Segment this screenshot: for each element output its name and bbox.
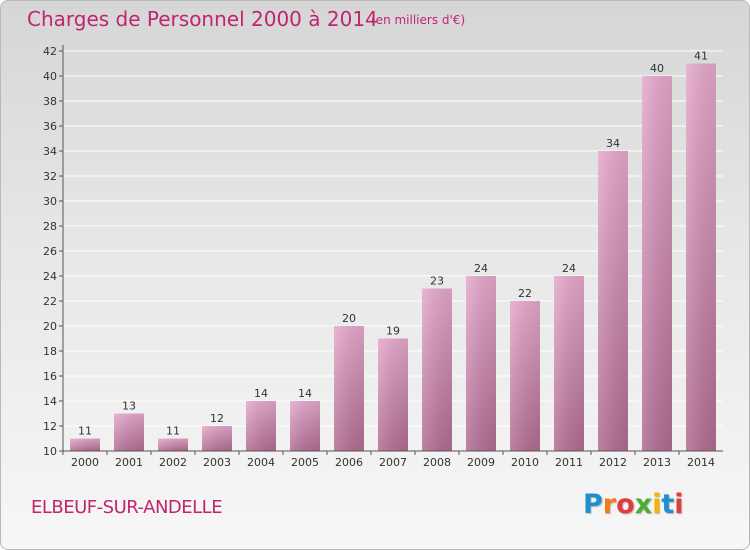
y-tick-label: 10 [43, 445, 57, 458]
y-tick-label: 32 [43, 170, 57, 183]
x-tick-label: 2011 [555, 456, 583, 469]
y-tick-label: 38 [43, 95, 57, 108]
y-tick-label: 36 [43, 120, 57, 133]
bar-shade [378, 338, 408, 451]
x-tick-label: 2002 [159, 456, 187, 469]
x-tick-label: 2001 [115, 456, 143, 469]
bar-shade [422, 288, 452, 451]
x-tick-label: 2004 [247, 456, 275, 469]
x-tick-label: 2008 [423, 456, 451, 469]
bar-value-label: 24 [562, 262, 576, 275]
y-tick-label: 12 [43, 420, 57, 433]
x-tick-label: 2006 [335, 456, 363, 469]
bar-shade [334, 326, 364, 451]
logo-letter: P [583, 489, 603, 520]
chart-title: Charges de Personnel 2000 à 2014 [27, 7, 378, 31]
x-tick-label: 2013 [643, 456, 671, 469]
bar-value-label: 13 [122, 400, 136, 413]
bar-shade [70, 438, 100, 451]
logo-letter: t [661, 489, 675, 520]
y-tick-label: 14 [43, 395, 57, 408]
bar-value-label: 19 [386, 325, 400, 338]
bar-shade [642, 76, 672, 451]
bar-value-label: 11 [78, 425, 92, 438]
logo-letter: x [634, 489, 653, 520]
logo-letter: r [602, 489, 617, 520]
bar-value-label: 40 [650, 62, 664, 75]
x-tick-label: 2012 [599, 456, 627, 469]
x-tick-label: 2003 [203, 456, 231, 469]
y-tick-label: 28 [43, 220, 57, 233]
bar-shade [246, 401, 276, 451]
bar-value-label: 12 [210, 412, 224, 425]
bar-value-label: 24 [474, 262, 488, 275]
x-tick-label: 2014 [687, 456, 715, 469]
x-tick-label: 2010 [511, 456, 539, 469]
bar-shade [202, 426, 232, 451]
commune-name: ELBEUF-SUR-ANDELLE [31, 497, 223, 518]
chart-subtitle: (en milliers d'€) [371, 13, 466, 27]
y-tick-label: 42 [43, 45, 57, 58]
y-tick-label: 16 [43, 370, 57, 383]
x-tick-label: 2009 [467, 456, 495, 469]
bar-value-label: 41 [694, 50, 708, 63]
bar-shade [554, 276, 584, 451]
x-tick-label: 2007 [379, 456, 407, 469]
bar-value-label: 20 [342, 312, 356, 325]
bar-shade [114, 413, 144, 451]
bar-value-label: 14 [298, 387, 312, 400]
logo-letter: i [652, 489, 662, 520]
x-tick-label: 2000 [71, 456, 99, 469]
y-tick-label: 30 [43, 195, 57, 208]
y-tick-label: 26 [43, 245, 57, 258]
logo-letter: i [674, 489, 684, 520]
bar-value-label: 23 [430, 275, 444, 288]
y-tick-label: 40 [43, 70, 57, 83]
bar-value-label: 34 [606, 137, 620, 150]
bar-shade [290, 401, 320, 451]
bar-value-label: 22 [518, 287, 532, 300]
bar-shade [686, 63, 716, 451]
bar-value-label: 14 [254, 387, 268, 400]
y-tick-label: 34 [43, 145, 57, 158]
proxiti-logo: Proxiti [583, 489, 684, 520]
bar-shade [158, 438, 188, 451]
y-tick-label: 20 [43, 320, 57, 333]
y-tick-label: 24 [43, 270, 57, 283]
bar-shade [466, 276, 496, 451]
x-tick-label: 2005 [291, 456, 319, 469]
y-tick-label: 18 [43, 345, 57, 358]
y-tick-label: 22 [43, 295, 57, 308]
bar-shade [598, 151, 628, 451]
logo-letter: o [616, 489, 635, 520]
bar-shade [510, 301, 540, 451]
bar-value-label: 11 [166, 425, 180, 438]
